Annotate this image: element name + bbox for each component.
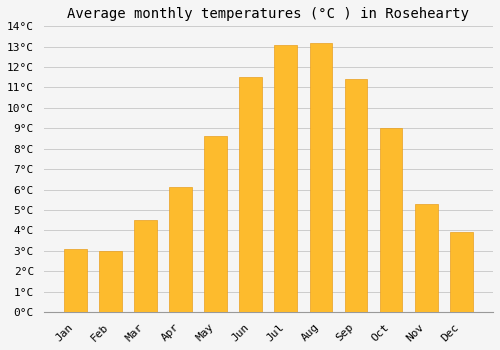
Bar [170, 188, 192, 312]
Bar [274, 45, 297, 312]
Bar [99, 251, 122, 312]
Bar [64, 249, 87, 312]
Bar [240, 77, 262, 312]
Bar [415, 204, 438, 312]
Bar [134, 220, 157, 312]
Bar [344, 79, 368, 312]
Bar [450, 232, 472, 312]
Bar [204, 136, 227, 312]
Bar [380, 128, 402, 312]
Bar [310, 43, 332, 312]
Title: Average monthly temperatures (°C ) in Rosehearty: Average monthly temperatures (°C ) in Ro… [68, 7, 469, 21]
